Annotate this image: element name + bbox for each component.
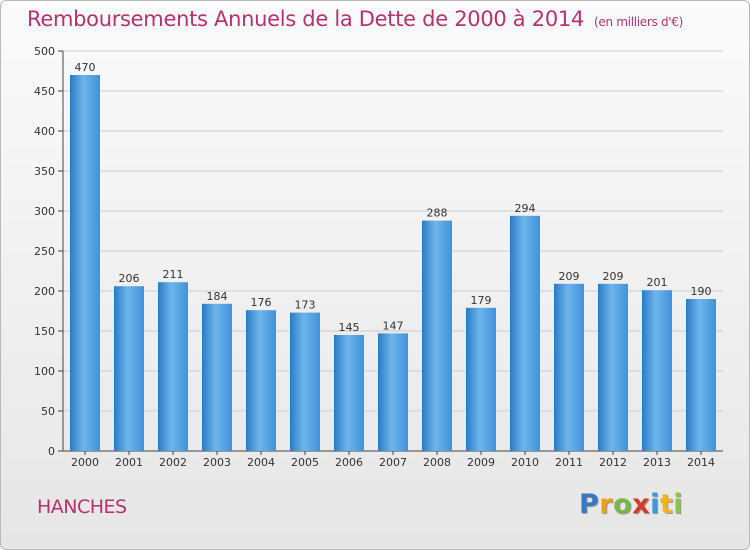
y-tick-label: 200 [34,285,55,298]
data-label: 184 [207,290,228,303]
data-label: 470 [75,61,96,74]
y-tick-label: 500 [34,45,55,58]
x-tick-label: 2011 [555,456,583,469]
data-label: 173 [295,299,316,312]
y-tick-label: 50 [41,405,55,418]
x-tick-label: 2004 [247,456,275,469]
bar [378,333,408,451]
bar [70,75,100,451]
bar [466,307,496,451]
bar [422,220,452,451]
x-tick-label: 2005 [291,456,319,469]
y-tick-label: 100 [34,365,55,378]
data-label: 211 [163,268,184,281]
data-label: 179 [471,294,492,307]
chart-subtitle: (en milliers d'€) [594,15,684,29]
y-tick-label: 450 [34,85,55,98]
y-tick-label: 400 [34,125,55,138]
x-tick-label: 2007 [379,456,407,469]
bar [158,282,188,451]
data-label: 294 [515,202,536,215]
x-tick-label: 2000 [71,456,99,469]
bar [510,215,540,451]
bar [642,290,672,451]
x-tick-label: 2014 [687,456,715,469]
bar [686,299,716,451]
data-label: 201 [647,276,668,289]
y-tick-label: 150 [34,325,55,338]
data-label: 145 [339,321,360,334]
bar [334,335,364,451]
y-tick-label: 250 [34,245,55,258]
data-label: 288 [427,207,448,220]
y-tick-label: 350 [34,165,55,178]
x-tick-label: 2012 [599,456,627,469]
data-label: 176 [251,296,272,309]
bar [598,283,628,451]
proxiti-logo: Proxiti [579,489,684,520]
x-tick-label: 2010 [511,456,539,469]
data-label: 190 [691,285,712,298]
chart-title-text: Remboursements Annuels de la Dette de 20… [27,7,584,31]
bar [202,303,232,451]
bar [114,286,144,451]
y-tick-label: 0 [48,445,55,458]
x-tick-label: 2006 [335,456,363,469]
bar [290,312,320,451]
chart-title: Remboursements Annuels de la Dette de 20… [27,7,683,31]
data-label: 209 [603,270,624,283]
bar [246,310,276,451]
x-tick-label: 2002 [159,456,187,469]
y-tick-label: 300 [34,205,55,218]
x-tick-label: 2001 [115,456,143,469]
x-tick-label: 2008 [423,456,451,469]
x-tick-label: 2009 [467,456,495,469]
data-label: 206 [119,272,140,285]
x-tick-label: 2003 [203,456,231,469]
place-name: HANCHES [37,496,127,518]
data-label: 147 [383,319,404,332]
x-tick-label: 2013 [643,456,671,469]
data-label: 209 [559,270,580,283]
bar [554,283,584,451]
